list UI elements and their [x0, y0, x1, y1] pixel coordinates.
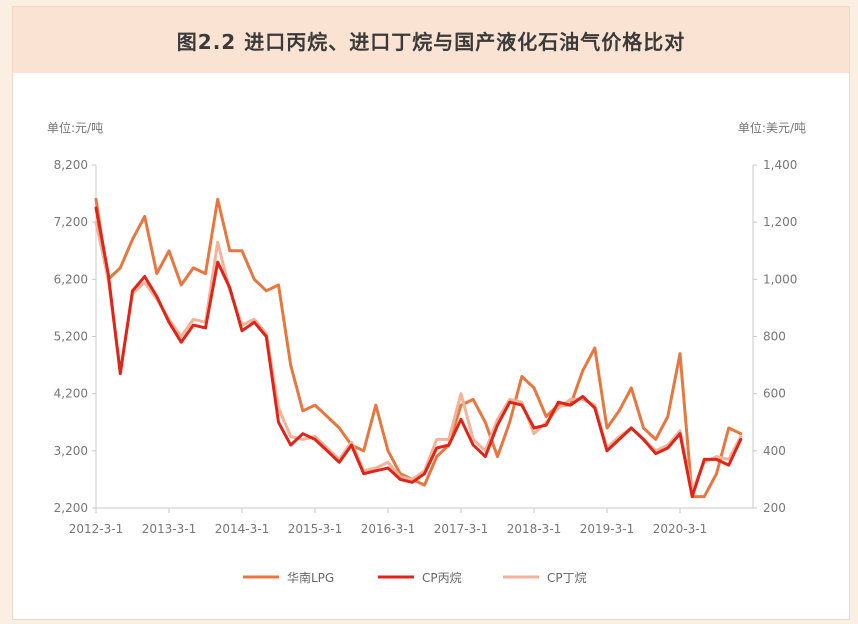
x-tick-label: 2017-3-1 — [434, 522, 488, 536]
series-line-2 — [94, 220, 743, 493]
left-tick-label: 7,200 — [54, 215, 88, 229]
left-axis-unit: 单位:元/吨 — [47, 120, 103, 135]
left-tick-label: 3,200 — [54, 444, 88, 458]
x-tick-label: 2018-3-1 — [507, 522, 561, 536]
chart-title: 图2.2 进口丙烷、进口丁烷与国产液化石油气价格比对 — [13, 7, 849, 73]
series-lines — [94, 197, 743, 499]
left-tick-label: 8,200 — [54, 158, 88, 172]
chart-frame: 图2.2 进口丙烷、进口丁烷与国产液化石油气价格比对 — [12, 6, 850, 620]
right-tick-label: 600 — [763, 387, 786, 401]
legend-label: CP丙烷 — [422, 571, 462, 585]
x-tick-label: 2019-3-1 — [580, 522, 634, 536]
left-tick-label: 2,200 — [54, 501, 88, 515]
right-tick-label: 1,000 — [763, 272, 797, 286]
series-line-0 — [94, 197, 743, 499]
x-tick-label: 2016-3-1 — [361, 522, 415, 536]
axes: 2,200 3,200 4,200 5,200 6,200 7,200 8,200 200 40… — [54, 158, 798, 536]
right-tick-label: 1,400 — [763, 158, 797, 172]
right-axis-unit: 单位:美元/吨 — [738, 120, 806, 135]
legend: 华南LPG CP丙烷 CP丁烷 — [243, 570, 587, 585]
legend-label: CP丁烷 — [547, 571, 587, 585]
x-tick-label: 2015-3-1 — [288, 522, 342, 536]
x-tick-label: 2013-3-1 — [142, 522, 196, 536]
legend-label: 华南LPG — [287, 570, 334, 585]
left-tick-label: 6,200 — [54, 272, 88, 286]
right-tick-label: 800 — [763, 330, 786, 344]
right-tick-label: 200 — [763, 501, 786, 515]
right-tick-label: 1,200 — [763, 215, 797, 229]
left-tick-label: 4,200 — [54, 387, 88, 401]
x-tick-label: 2014-3-1 — [215, 522, 269, 536]
series-line-1 — [94, 206, 743, 499]
left-tick-label: 5,200 — [54, 330, 88, 344]
x-tick-label: 2020-3-1 — [653, 522, 707, 536]
right-tick-label: 400 — [763, 444, 786, 458]
x-tick-label: 2012-3-1 — [69, 522, 123, 536]
